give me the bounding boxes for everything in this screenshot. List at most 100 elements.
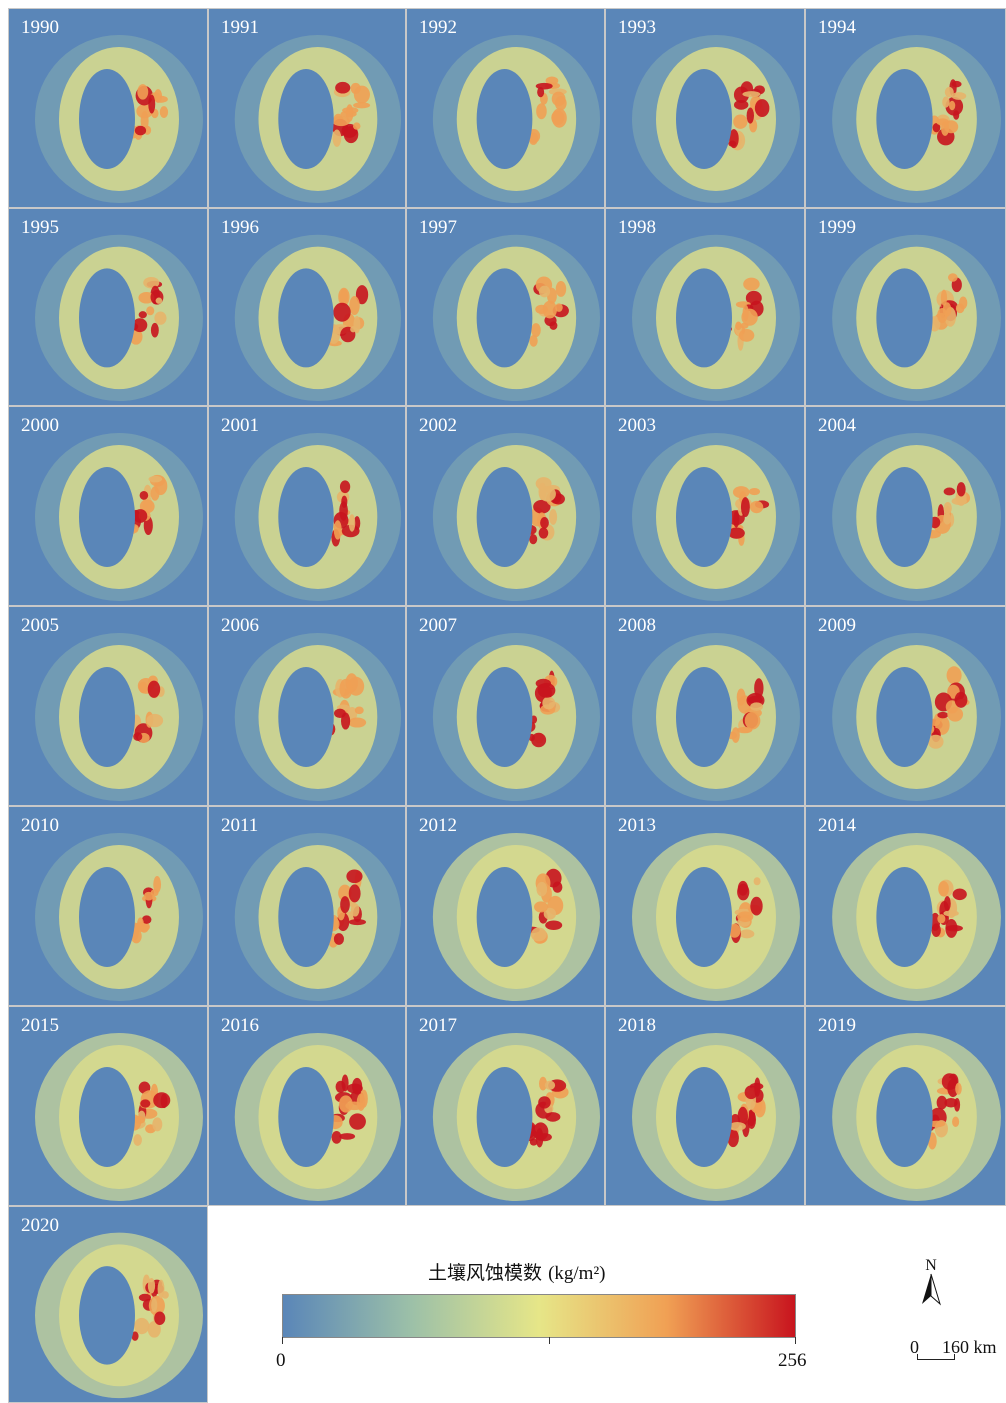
scale-start-label: 0 (910, 1337, 919, 1357)
year-label: 2003 (618, 415, 656, 436)
erosion-map-1993 (632, 35, 800, 203)
hotspot (348, 514, 356, 532)
year-label: 2005 (21, 615, 59, 636)
hotspot (739, 929, 755, 939)
hotspot (333, 302, 351, 322)
map-panel-2013: 2013 (605, 806, 805, 1006)
hotspot (943, 896, 951, 912)
year-label: 1998 (618, 217, 656, 238)
hotspot (138, 1293, 152, 1302)
hotspot (354, 706, 364, 715)
hotspot (737, 911, 754, 922)
hotspot (342, 107, 359, 114)
hotspot (955, 303, 965, 314)
map-panel-2006: 2006 (208, 606, 406, 806)
legend-tick-mid (549, 1337, 550, 1344)
erosion-map-1999 (832, 234, 1001, 402)
hotspot (338, 1095, 353, 1113)
hotspot (154, 311, 167, 325)
hotspot (356, 1093, 366, 1111)
hotspot (737, 880, 749, 896)
map-panel-2018: 2018 (605, 1006, 805, 1206)
hotspot (538, 285, 551, 298)
year-label: 2011 (221, 815, 259, 836)
legend-max-label: 256 (778, 1350, 807, 1371)
year-label: 2018 (618, 1015, 656, 1036)
hotspot (946, 666, 962, 685)
lake (676, 268, 732, 368)
hotspot (953, 110, 960, 120)
erosion-map-2017 (432, 1033, 601, 1201)
hotspot (753, 877, 761, 886)
lake (876, 467, 933, 567)
hotspot (350, 903, 360, 917)
map-panel-1993: 1993 (605, 8, 805, 208)
hotspot (131, 1331, 139, 1341)
hotspot (353, 122, 361, 130)
hotspot (943, 910, 959, 917)
map-panel-2002: 2002 (406, 406, 605, 606)
hotspot (159, 106, 169, 119)
map-panel-2009: 2009 (805, 606, 1006, 806)
erosion-map-2007 (432, 633, 601, 801)
hotspot (945, 918, 958, 938)
hotspot (748, 487, 761, 496)
erosion-map-2012 (432, 833, 601, 1001)
hotspot (538, 1096, 551, 1109)
hotspot (944, 86, 954, 98)
lake (876, 268, 933, 368)
lake (278, 1067, 334, 1167)
lake (676, 1067, 732, 1167)
hotspot (552, 881, 563, 893)
hotspot (332, 129, 342, 147)
year-label: 2008 (618, 615, 656, 636)
hotspot (534, 901, 548, 913)
hotspot (146, 713, 164, 728)
hotspot (133, 1134, 142, 1146)
year-label: 2013 (618, 815, 656, 836)
lake (876, 667, 933, 767)
hotspot (744, 711, 761, 730)
lake (79, 268, 135, 368)
erosion-map-2004 (832, 433, 1001, 601)
year-label: 2017 (419, 1015, 457, 1036)
hotspot (728, 1122, 746, 1131)
hotspot (349, 296, 360, 316)
erosion-map-2008 (632, 633, 800, 801)
lake (676, 867, 732, 967)
hotspot (943, 487, 956, 496)
hotspot (339, 1133, 356, 1140)
hotspot (736, 688, 746, 706)
hotspot (137, 917, 144, 930)
hotspot (555, 303, 563, 312)
hotspot (941, 1073, 958, 1090)
year-label: 2007 (419, 615, 457, 636)
hotspot (754, 99, 770, 118)
erosion-map-2018 (632, 1033, 800, 1201)
legend-colorbar (282, 1294, 796, 1338)
hotspot (937, 914, 946, 924)
hotspot (161, 1291, 169, 1299)
map-panel-2005: 2005 (8, 606, 208, 806)
hotspot (349, 1113, 366, 1130)
hotspot (350, 326, 357, 333)
hotspot (143, 276, 160, 289)
north-label: N (925, 1257, 937, 1274)
hotspot (949, 100, 956, 111)
hotspot (938, 880, 949, 897)
hotspot (728, 140, 737, 147)
erosion-map-2019 (832, 1033, 1001, 1201)
scale-end-label: 160 km (942, 1337, 997, 1357)
map-panel-1998: 1998 (605, 208, 805, 406)
year-label: 1993 (618, 17, 656, 38)
hotspot (346, 869, 363, 884)
hotspot (747, 1109, 756, 1127)
hotspot (339, 480, 351, 494)
lake (278, 867, 334, 967)
lake (876, 69, 933, 169)
hotspot (555, 280, 567, 297)
hotspot (543, 907, 557, 920)
lake (79, 1067, 135, 1167)
hotspot (742, 304, 749, 322)
hotspot (749, 500, 764, 514)
